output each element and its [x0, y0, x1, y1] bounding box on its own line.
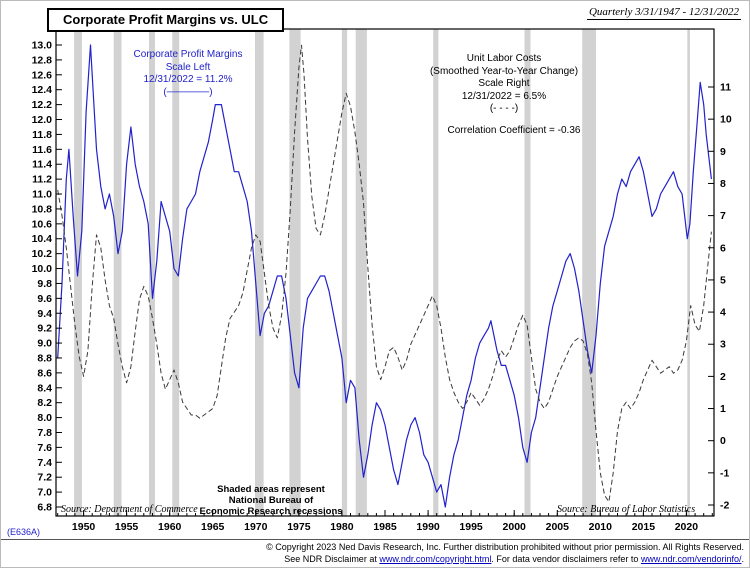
svg-text:11.0: 11.0 [32, 189, 52, 201]
svg-text:11: 11 [720, 82, 731, 94]
svg-text:12.8: 12.8 [32, 54, 53, 66]
svg-text:2015: 2015 [632, 521, 656, 533]
series-right [57, 44, 712, 503]
legend-ulc-line1: Unit Labor Costs [466, 53, 542, 64]
svg-text:1985: 1985 [373, 521, 397, 533]
chart-title-box: Corporate Profit Margins vs. ULC [47, 8, 285, 32]
svg-text:9.0: 9.0 [37, 338, 52, 350]
svg-text:8: 8 [720, 178, 726, 190]
svg-text:2020: 2020 [675, 521, 699, 533]
source-department-of-commerce: Source: Department of Commerce [61, 504, 198, 515]
svg-text:2005: 2005 [546, 521, 570, 533]
svg-text:11.4: 11.4 [32, 159, 52, 171]
svg-text:-2: -2 [720, 500, 729, 512]
svg-text:1970: 1970 [244, 521, 268, 533]
copyright-line1: © Copyright 2023 Ned Davis Research, Inc… [266, 542, 744, 552]
svg-text:11.2: 11.2 [32, 174, 52, 186]
page-title: Corporate Profit Margins vs. ULC [63, 12, 269, 27]
svg-text:8.6: 8.6 [37, 367, 52, 379]
svg-text:12.2: 12.2 [32, 99, 53, 111]
svg-text:1955: 1955 [115, 521, 139, 533]
svg-text:1: 1 [720, 403, 726, 415]
vendorinfo-link[interactable]: www.ndr.com/vendorinfo/ [640, 553, 742, 564]
series-left [57, 44, 712, 508]
svg-text:1980: 1980 [330, 521, 354, 533]
legend-profit-margins: Corporate Profit Margins Scale Left 12/3… [103, 49, 273, 99]
svg-text:12.0: 12.0 [32, 114, 53, 126]
shading-note-line2: National Bureau of [228, 494, 314, 506]
svg-text:9: 9 [720, 146, 726, 158]
legend-profit-line2: Scale Left [165, 61, 211, 73]
svg-text:2: 2 [720, 371, 726, 383]
legend-unit-labor-costs: Unit Labor Costs (Smoothed Year-to-Year … [396, 53, 612, 116]
recession-shading-note: Shaded areas represent National Bureau o… [188, 484, 354, 518]
dashed-line-symbol: (- - - -) [489, 103, 519, 114]
legend-ulc-line2: (Smoothed Year-to-Year Change) [429, 65, 579, 77]
svg-text:5: 5 [720, 274, 726, 286]
date-range-label: Quarterly 3/31/1947 - 12/31/2022 [586, 6, 741, 20]
legend-profit-line3: 12/31/2022 = 11.2% [143, 74, 233, 85]
svg-text:10.4: 10.4 [32, 233, 53, 245]
svg-text:9.8: 9.8 [37, 278, 52, 290]
svg-text:0: 0 [720, 435, 726, 447]
solid-line-symbol: (──────) [163, 86, 213, 98]
svg-text:9.6: 9.6 [37, 293, 52, 305]
svg-text:12.6: 12.6 [32, 69, 53, 81]
legend-ulc-line4: 12/31/2022 = 6.5% [461, 90, 547, 102]
svg-text:7.2: 7.2 [37, 472, 52, 484]
legend-profit-line1: Corporate Profit Margins [133, 49, 243, 60]
svg-text:11.8: 11.8 [32, 129, 52, 141]
svg-text:1990: 1990 [416, 521, 440, 533]
svg-text:7.0: 7.0 [37, 487, 52, 499]
svg-text:8.2: 8.2 [37, 397, 52, 409]
copyright-link[interactable]: www.ndr.com/copyright.html [379, 553, 492, 564]
svg-text:10.0: 10.0 [32, 263, 53, 275]
svg-text:4: 4 [720, 307, 726, 319]
svg-text:6: 6 [720, 242, 726, 254]
svg-text:6.8: 6.8 [37, 502, 52, 514]
svg-text:13.0: 13.0 [32, 40, 53, 52]
chart-id-label: (E636A) [7, 527, 41, 537]
svg-text:7.4: 7.4 [37, 457, 52, 469]
svg-text:7: 7 [720, 210, 726, 222]
svg-text:1960: 1960 [158, 521, 182, 533]
svg-text:9.4: 9.4 [37, 308, 52, 320]
svg-text:3: 3 [720, 339, 726, 351]
shading-note-line3: Economic Research recessions [199, 505, 343, 517]
svg-text:10.2: 10.2 [32, 248, 53, 260]
disclaimer-prefix: See NDR Disclaimer at [284, 553, 380, 564]
svg-text:8.8: 8.8 [37, 352, 52, 364]
svg-text:12.4: 12.4 [32, 84, 53, 96]
svg-text:-1: -1 [720, 467, 729, 479]
x-axis-labels: 1950 1955 1960 1965 1970 1975 1980 1985 1990 1995… [57, 510, 713, 533]
footer-divider [1, 539, 749, 540]
svg-text:10.8: 10.8 [32, 203, 53, 215]
source-bureau-of-labor-statistics: Source: Bureau of Labor Statistics [557, 504, 696, 515]
svg-text:1965: 1965 [201, 521, 225, 533]
copyright-footer: © Copyright 2023 Ned Davis Research, Inc… [5, 542, 744, 565]
svg-text:1995: 1995 [459, 521, 483, 533]
svg-text:7.6: 7.6 [37, 442, 52, 454]
svg-text:8.4: 8.4 [37, 382, 52, 394]
shading-note-line1: Shaded areas represent [217, 484, 325, 495]
svg-text:2010: 2010 [589, 521, 613, 533]
legend-ulc-line3: Scale Right [478, 78, 530, 89]
svg-text:10.6: 10.6 [32, 218, 53, 230]
svg-text:9.2: 9.2 [37, 323, 52, 335]
left-axis-labels: 13.0 12.8 12.6 12.4 12.2 12.0 11.8 11.6 11.4 11.2… [32, 40, 62, 514]
correlation-note: Correlation Coefficient = -0.36 [447, 125, 581, 136]
svg-text:7.8: 7.8 [37, 427, 52, 439]
svg-text:11.6: 11.6 [32, 144, 52, 156]
svg-text:1975: 1975 [287, 521, 311, 533]
svg-text:8.0: 8.0 [37, 412, 52, 424]
disclaimer-suffix: . [741, 553, 744, 564]
svg-text:2000: 2000 [503, 521, 527, 533]
svg-text:10: 10 [720, 114, 732, 126]
svg-text:1950: 1950 [72, 521, 96, 533]
copyright-line2: See NDR Disclaimer at www.ndr.com/copyri… [5, 554, 744, 566]
disclaimer-mid: . For data vendor disclaimers refer to [491, 553, 641, 564]
